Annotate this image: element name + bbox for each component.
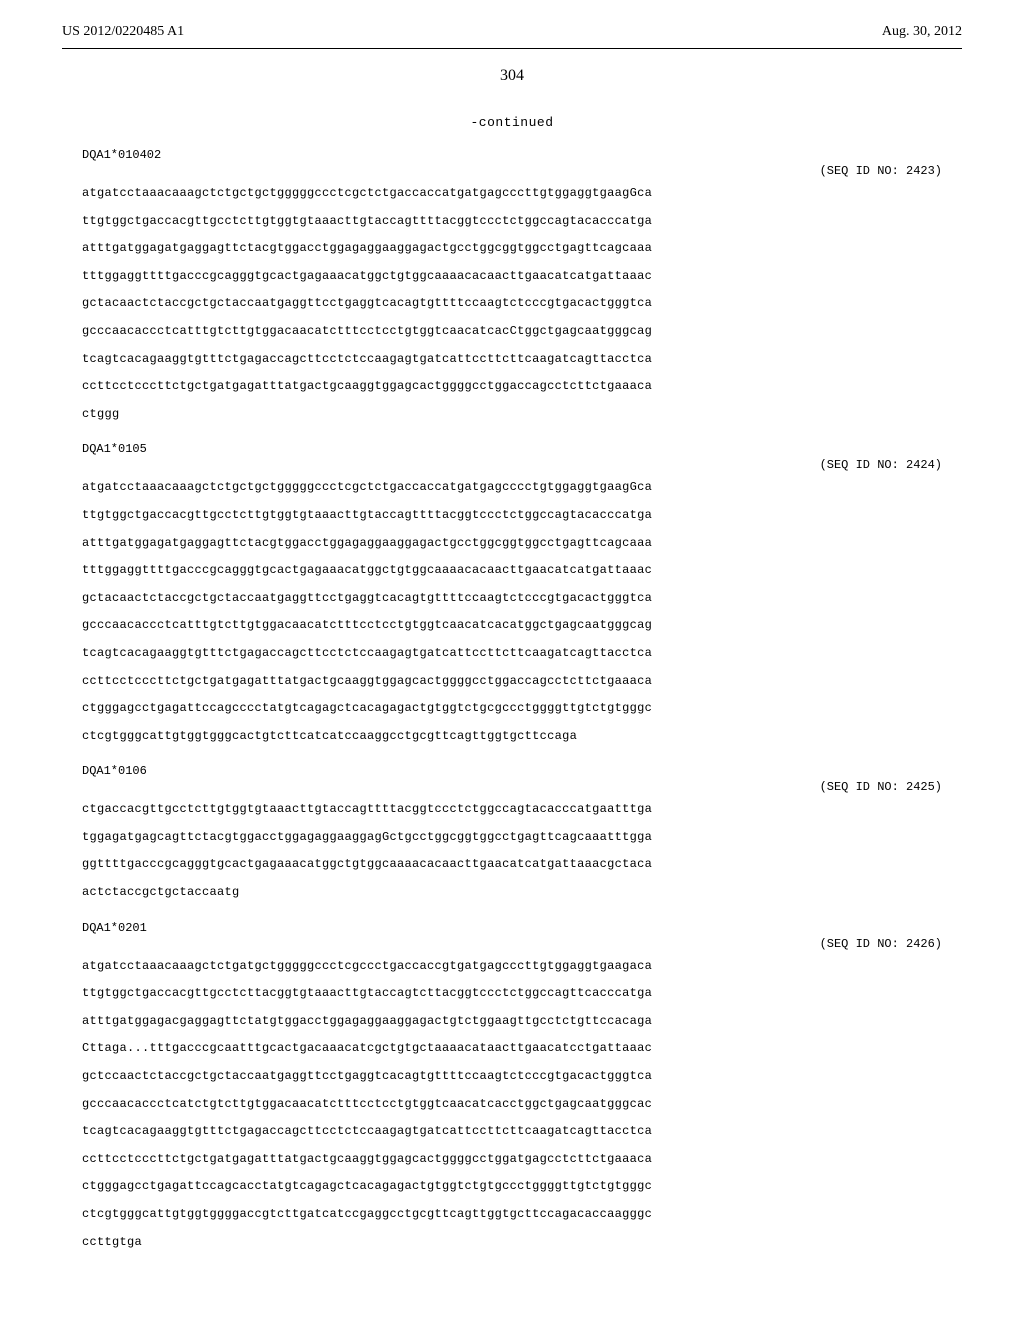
- allele-name: DQA1*0201: [82, 921, 942, 935]
- seq-id-label: (SEQ ID NO: 2424): [82, 458, 942, 472]
- allele-name: DQA1*0106: [82, 764, 942, 778]
- sequence-text: atgatcctaaacaaagctctgctgctgggggccctcgctc…: [82, 474, 942, 750]
- seq-id-label: (SEQ ID NO: 2426): [82, 937, 942, 951]
- sequence-text: atgatcctaaacaaagctctgatgctgggggccctcgccc…: [82, 953, 942, 1257]
- sequence-text: atgatcctaaacaaagctctgctgctgggggccctcgctc…: [82, 180, 942, 428]
- allele-name: DQA1*010402: [82, 148, 942, 162]
- sequence-entry: DQA1*010402 (SEQ ID NO: 2423) atgatcctaa…: [82, 148, 942, 428]
- sequence-entry: DQA1*0106 (SEQ ID NO: 2425) ctgaccacgttg…: [82, 764, 942, 906]
- sequence-entry: DQA1*0201 (SEQ ID NO: 2426) atgatcctaaac…: [82, 921, 942, 1257]
- continued-label: -continued: [0, 115, 1024, 130]
- page-header: US 2012/0220485 A1 Aug. 30, 2012: [0, 0, 1024, 48]
- publication-number: US 2012/0220485 A1: [62, 24, 184, 40]
- header-divider: [62, 48, 962, 49]
- seq-id-label: (SEQ ID NO: 2425): [82, 780, 942, 794]
- page-number: 304: [0, 67, 1024, 85]
- seq-id-label: (SEQ ID NO: 2423): [82, 164, 942, 178]
- publication-date: Aug. 30, 2012: [882, 24, 962, 40]
- sequence-entry: DQA1*0105 (SEQ ID NO: 2424) atgatcctaaac…: [82, 442, 942, 750]
- allele-name: DQA1*0105: [82, 442, 942, 456]
- sequence-text: ctgaccacgttgcctcttgtggtgtaaacttgtaccagtt…: [82, 796, 942, 906]
- sequence-content: DQA1*010402 (SEQ ID NO: 2423) atgatcctaa…: [0, 148, 1024, 1256]
